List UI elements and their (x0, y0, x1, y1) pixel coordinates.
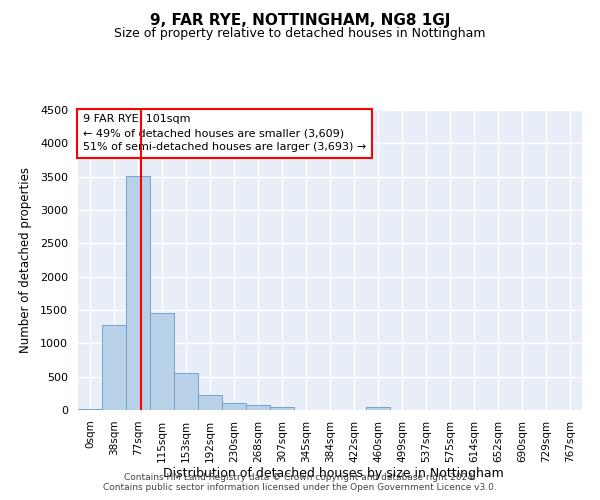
Bar (198, 396, 222, 410)
Text: Contains HM Land Registry data © Crown copyright and database right 2024.
Contai: Contains HM Land Registry data © Crown c… (103, 473, 497, 492)
Y-axis label: Number of detached properties: Number of detached properties (19, 167, 32, 353)
Bar (270, 406, 294, 410)
Text: 9, FAR RYE, NOTTINGHAM, NG8 1GJ: 9, FAR RYE, NOTTINGHAM, NG8 1GJ (150, 12, 450, 28)
Bar (246, 404, 270, 410)
Bar (366, 408, 390, 410)
Bar (222, 402, 246, 410)
Text: Size of property relative to detached houses in Nottingham: Size of property relative to detached ho… (114, 28, 486, 40)
Text: Distribution of detached houses by size in Nottingham: Distribution of detached houses by size … (163, 467, 503, 480)
Bar (126, 176, 150, 410)
Bar (174, 372, 198, 410)
Bar (78, 408, 102, 410)
Bar (150, 312, 174, 410)
Bar (102, 326, 126, 410)
Text: 9 FAR RYE: 101sqm
← 49% of detached houses are smaller (3,609)
51% of semi-detac: 9 FAR RYE: 101sqm ← 49% of detached hous… (83, 114, 366, 152)
